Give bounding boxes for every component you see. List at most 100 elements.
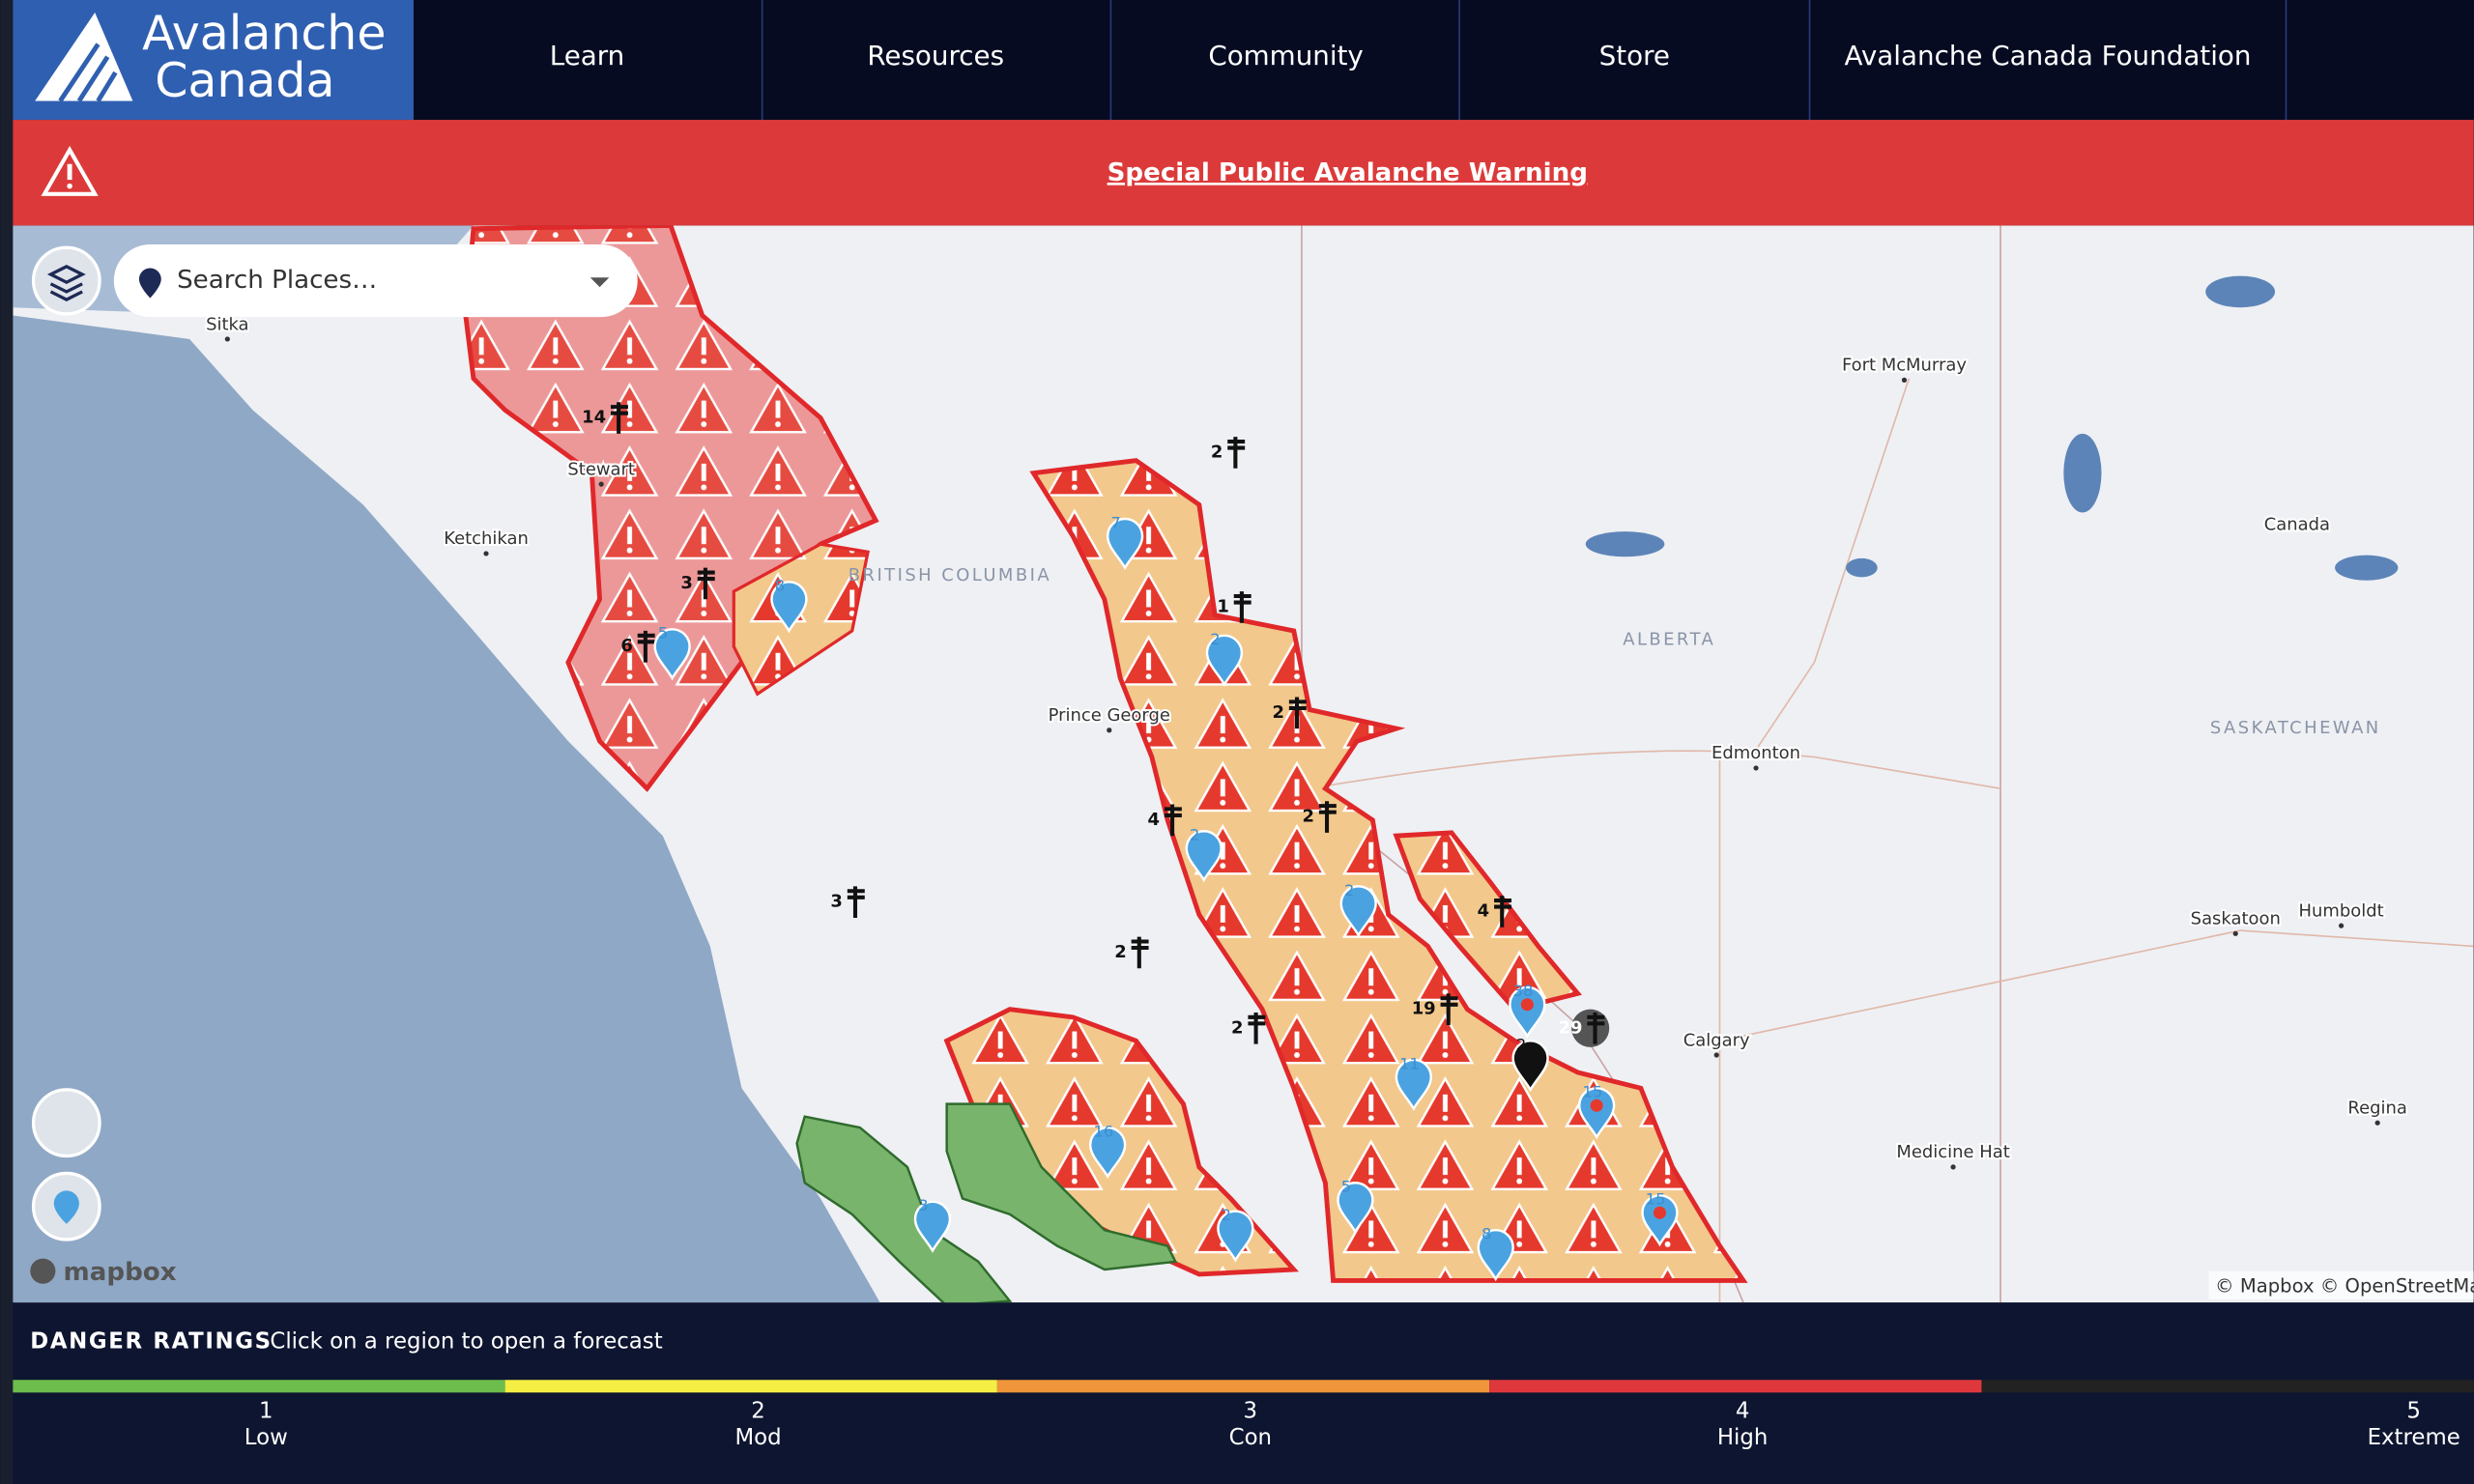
weather-station[interactable] [1227,437,1246,469]
pin-count: 15 [1582,1083,1602,1101]
pin-icon [138,268,161,299]
station-count: 4 [1478,900,1489,921]
nav-item[interactable]: Store [1599,40,1670,71]
warning-icon [67,163,72,181]
rating-label: High [1717,1425,1769,1450]
region-low[interactable] [945,1102,1178,1271]
weather-station[interactable] [1248,1012,1266,1044]
search-box[interactable] [113,244,638,318]
logo-line2: Canada [155,53,334,108]
observation-pin[interactable] [1511,1040,1549,1093]
place-label: Calgary [1683,1030,1750,1050]
dropdown-caret[interactable] [590,277,610,288]
observation-pin[interactable] [1577,1087,1616,1140]
observation-pin[interactable] [1641,1194,1679,1247]
rating-level: 5 [2406,1398,2421,1423]
weather-station[interactable] [847,886,865,919]
place-dot [1753,765,1759,771]
pin-dot [1590,1099,1603,1112]
station-count: 19 [1412,999,1436,1019]
region-high[interactable] [463,225,879,792]
station-count: 2 [1211,442,1223,462]
weather-station[interactable] [1288,697,1307,729]
weather-button[interactable] [31,1088,101,1158]
pin-dot [1653,1206,1666,1219]
region-low[interactable] [795,1115,1013,1306]
station-count: 14 [582,408,606,428]
place-label: Stewart [567,459,635,479]
observation-pin[interactable] [1217,1210,1254,1263]
observation-pin[interactable] [1088,1126,1127,1180]
observation-pin[interactable] [653,628,691,681]
rating-bar [1489,1380,1982,1393]
place-label: Fort McMurray [1842,356,1967,376]
rating-level: 3 [1244,1398,1258,1423]
station-count: 1 [1217,596,1228,616]
weather-station[interactable] [697,567,715,600]
rating-level: 2 [751,1398,765,1423]
place-dot [224,336,230,342]
region-label: SASKATCHEWAN [2210,718,2381,738]
nav-item[interactable]: Community [1208,40,1364,71]
pin-count: 3 [918,1196,928,1214]
map[interactable]: Sitka Stewart Ketchikan Prince George Fort M… [13,225,2474,1308]
observation-pin[interactable] [1509,985,1546,1039]
footer-hint: Click on a region to open a forecast [270,1329,662,1355]
mapbox-mark [30,1258,56,1284]
weather-station[interactable] [637,630,655,663]
weather-station[interactable] [1164,804,1182,837]
observation-pin[interactable] [1205,634,1244,687]
station-count: 29 [1559,1017,1583,1038]
observation-pin[interactable] [1106,517,1144,571]
observation-pin[interactable] [1337,1182,1374,1235]
observation-pin[interactable] [1395,1058,1432,1111]
station-count: 3 [680,573,692,593]
warning-bar[interactable] [13,120,2474,226]
pin-count: 2 [1516,1036,1526,1054]
region-considerable[interactable] [1393,830,1582,1013]
attribution-bg [2208,1270,2474,1300]
mapbox-logo: mapbox [64,1258,177,1287]
nav-item[interactable]: Resources [867,40,1004,71]
weather-station[interactable] [1131,936,1149,969]
lakes [1585,275,2399,581]
place-dot [2339,923,2345,928]
nav: Learn Resources Community Store Avalanche Ca… [550,0,2287,121]
weather-station[interactable] [1440,993,1458,1025]
pin-count: 2 [1222,1206,1231,1224]
station-count: 6 [620,636,632,656]
weather-station[interactable] [1494,896,1512,928]
road [1750,378,1911,757]
search-placeholder[interactable]: Search Places… [177,266,377,295]
region-considerable[interactable] [732,542,870,697]
place-dot [483,551,489,556]
observation-pin[interactable] [913,1200,952,1253]
nav-item[interactable]: Learn [550,40,625,71]
observation-pin[interactable] [1339,885,1377,938]
place-label: Medicine Hat [1896,1142,2009,1162]
weather-station[interactable] [610,402,628,434]
station-count: 2 [1231,1017,1243,1038]
place-dot [598,481,604,487]
rating-label: Con [1229,1425,1272,1450]
observation-pin[interactable] [1185,830,1223,883]
place-dot [2232,930,2238,936]
place-label: Edmonton [1712,743,1800,763]
add-icon [53,1190,79,1224]
rating-label: Mod [734,1425,781,1450]
weather-station[interactable] [1587,1012,1605,1044]
rating-level: 1 [259,1398,273,1423]
observation-pin[interactable] [770,581,808,634]
observation-pin[interactable] [1477,1228,1514,1282]
region-label: BRITISH COLUMBIA [849,565,1051,585]
rating-label: Extreme [2368,1425,2460,1450]
warning-link[interactable]: Special Public Avalanche Warning [1108,158,1588,187]
attribution[interactable]: © Mapbox © OpenStreetMap [2215,1274,2474,1297]
place-label: Sitka [206,314,248,334]
station-count: 4 [1148,810,1160,830]
place-label: Humboldt [2299,900,2384,921]
nav-item[interactable]: Avalanche Canada Foundation [1845,40,2252,71]
weather-station[interactable] [1233,591,1251,623]
weather-station[interactable] [1318,801,1337,833]
